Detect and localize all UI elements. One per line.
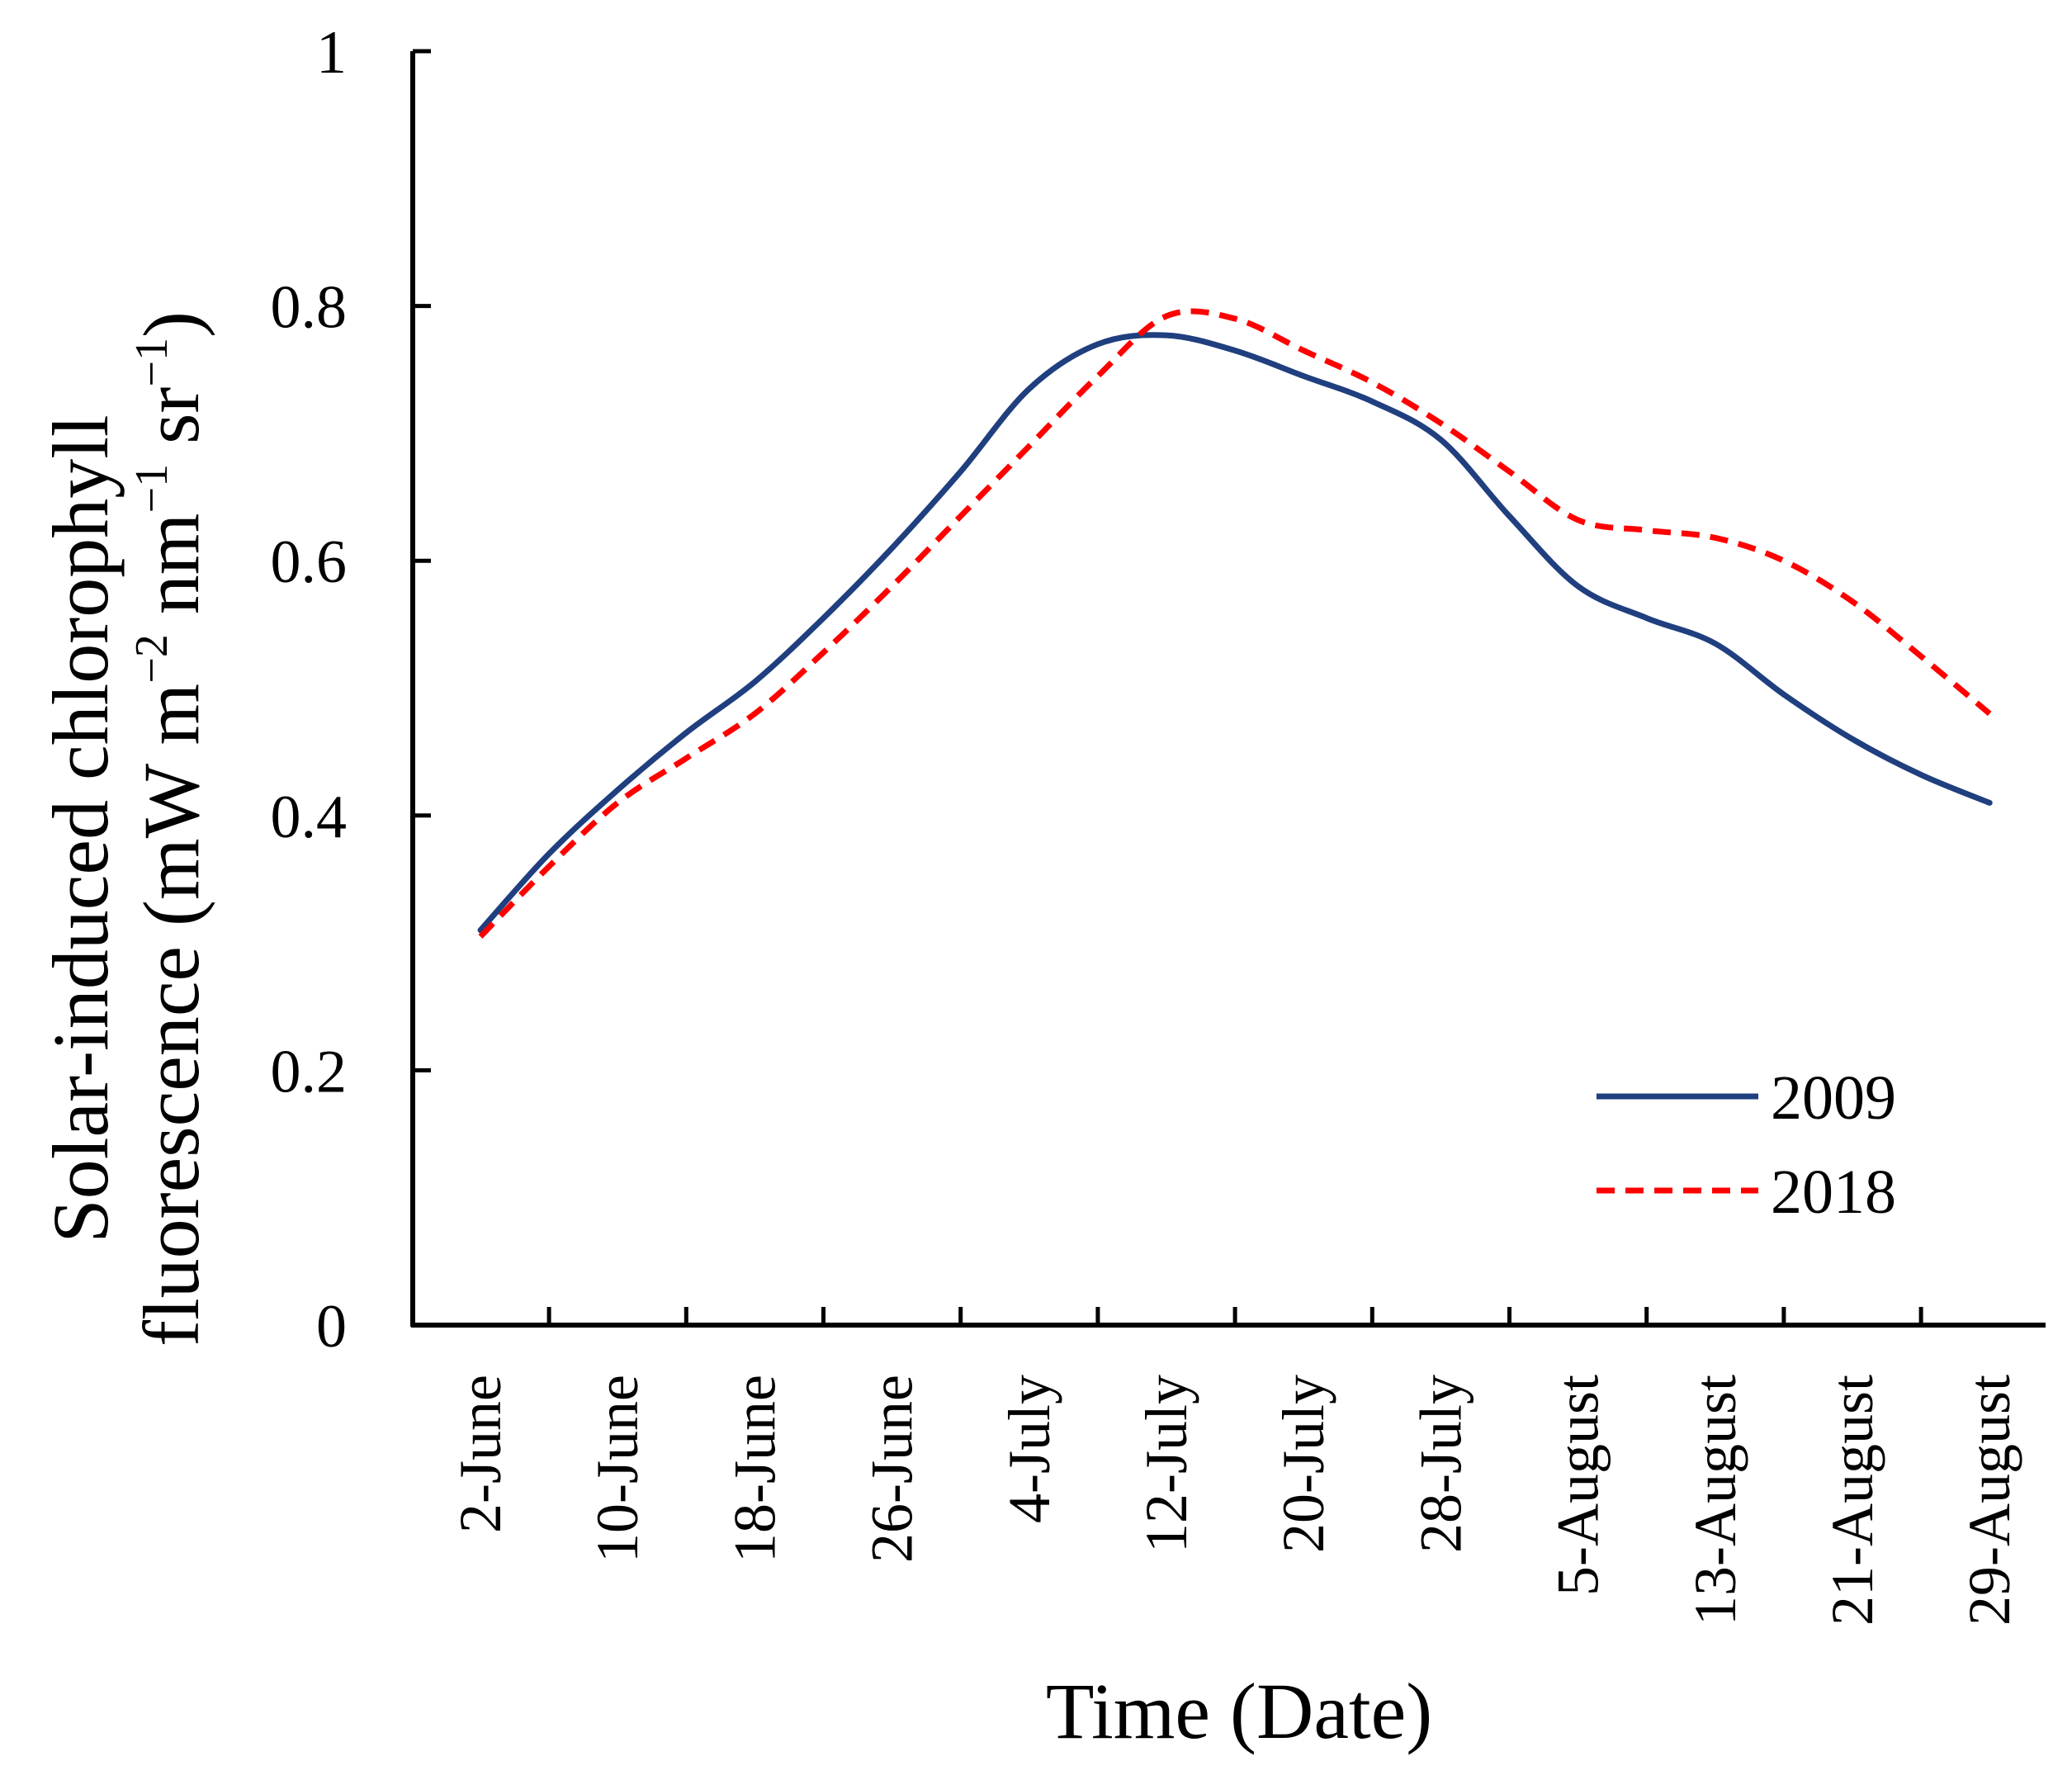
legend-label-2009: 2009	[1771, 1063, 1896, 1133]
x-tick-label: 28-July	[1407, 1375, 1474, 1553]
x-tick-label: 20-July	[1270, 1375, 1336, 1553]
y-axis-title-exp-3: −1	[126, 338, 177, 387]
y-axis-title-exp-1: −2	[126, 634, 177, 684]
y-axis-title-line2: fluorescence (mW m−2 nm−1 sr−1)	[126, 311, 215, 1347]
x-tick-label: 4-July	[996, 1375, 1062, 1523]
y-axis-title-part-c: sr	[127, 387, 215, 464]
y-tick-label: 0.8	[271, 274, 348, 342]
x-tick-label: 18-June	[721, 1375, 788, 1563]
y-tick-label: 0.6	[271, 528, 348, 596]
y-axis-title-part-b: nm	[127, 514, 215, 635]
x-tick-label: 21-August	[1819, 1375, 1885, 1626]
x-axis-title: Time (Date)	[1046, 1667, 1432, 1755]
x-tick-label: 12-July	[1133, 1375, 1199, 1553]
y-tick-label: 0	[316, 1293, 347, 1361]
y-axis-title-exp-2: −1	[126, 464, 177, 514]
x-tick-label: 29-August	[1956, 1375, 2022, 1626]
x-tick-label: 10-June	[584, 1375, 650, 1563]
y-tick-label: 0.2	[271, 1038, 348, 1105]
x-tick-label: 13-August	[1682, 1375, 1748, 1626]
y-axis-title: Solar-induced chlorophyll fluorescence (…	[36, 311, 215, 1347]
x-tick-label: 5-August	[1545, 1375, 1611, 1596]
series-line-2018	[478, 308, 1992, 939]
y-tick-label: 1	[316, 19, 347, 87]
y-tick-label: 0.4	[271, 783, 348, 851]
series-line-2009	[477, 332, 1993, 934]
legend-label-2018: 2018	[1771, 1157, 1896, 1227]
y-axis-title-part-a: fluorescence (mW m	[127, 684, 215, 1347]
x-tick-label: 2-June	[447, 1375, 513, 1533]
y-axis-title-line1: Solar-induced chlorophyll	[36, 414, 125, 1243]
x-tick-label: 26-June	[859, 1375, 925, 1563]
y-axis-title-part-d: )	[127, 311, 215, 338]
